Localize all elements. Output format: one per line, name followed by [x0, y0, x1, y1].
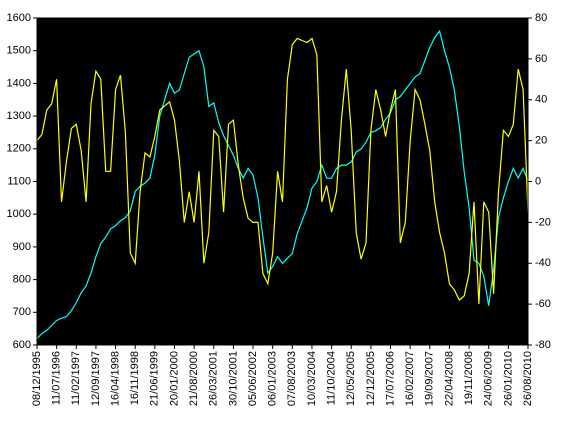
y2-tick-label: -20 [535, 216, 551, 228]
y-tick-label: 800 [13, 274, 31, 286]
y2-tick-label: 80 [535, 12, 547, 24]
y2-tick-label: -80 [535, 339, 551, 351]
x-tick-label: 26/03/2001 [208, 351, 220, 406]
x-tick-label: 19/09/2007 [424, 351, 436, 406]
plot-border [36, 17, 529, 346]
y-tick-label: 1000 [7, 208, 31, 220]
x-tick-label: 22/04/2008 [443, 351, 455, 406]
y-tick-label: 1500 [7, 45, 31, 57]
x-tick-label: 26/01/2010 [502, 351, 514, 406]
x-tick-label: 12/09/1997 [90, 351, 102, 406]
y-tick-label: 600 [13, 339, 31, 351]
x-tick-label: 12/12/2005 [365, 351, 377, 406]
x-tick-label: 10/03/2004 [306, 351, 318, 406]
y-tick-label: 900 [13, 241, 31, 253]
x-tick-label: 16/02/2007 [404, 351, 416, 406]
x-tick-label: 17/07/2006 [384, 351, 396, 406]
y2-tick-label: 20 [535, 135, 547, 147]
x-tick-label: 07/08/2003 [286, 351, 298, 406]
x-tick-label: 11/07/1996 [51, 351, 63, 405]
y2-tick-label: 40 [535, 94, 547, 106]
x-tick-label: 21/08/2000 [188, 351, 200, 406]
y2-tick-label: -40 [535, 257, 551, 269]
x-tick-label: 11/10/2004 [326, 351, 338, 405]
series-line [36, 37, 529, 305]
x-tick-label: 24/06/2009 [483, 351, 495, 406]
x-tick-label: 21/06/1999 [149, 351, 161, 406]
x-tick-label: 05/06/2002 [247, 351, 259, 406]
y-tick-label: 1400 [7, 77, 31, 89]
y-tick-label: 1200 [7, 143, 31, 155]
x-tick-label: 16/04/1998 [109, 351, 121, 406]
x-tick-label: 26/08/2010 [522, 351, 534, 406]
y-tick-label: 700 [13, 306, 31, 318]
y-tick-label: 1600 [7, 12, 31, 24]
y-tick-label: 1100 [7, 175, 31, 187]
y2-tick-label: 0 [535, 175, 541, 187]
y2-tick-label: 60 [535, 53, 547, 65]
x-tick-label: 12/05/2005 [345, 351, 357, 406]
x-tick-label: 20/01/2000 [168, 351, 180, 406]
y2-tick-label: -60 [535, 298, 551, 310]
x-tick-label: 30/10/2001 [227, 351, 239, 406]
series-line [36, 29, 529, 339]
x-tick-label: 11/02/1997 [70, 351, 82, 405]
x-tick-label: 19/11/2008 [463, 351, 475, 405]
x-tick-label: 08/12/1995 [31, 351, 43, 406]
plot-area [37, 18, 528, 345]
y-tick-label: 1300 [7, 110, 31, 122]
x-tick-label: 16/11/1998 [129, 351, 141, 405]
x-tick-label: 06/01/2003 [267, 351, 279, 406]
